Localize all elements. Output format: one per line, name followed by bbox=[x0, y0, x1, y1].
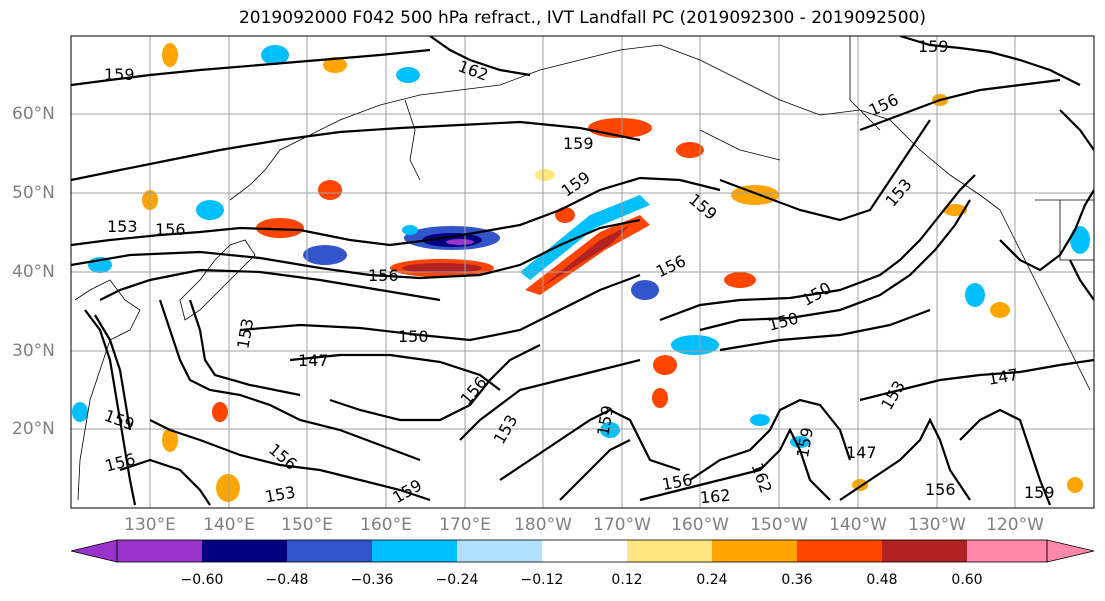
lon-label: 160°E bbox=[360, 515, 412, 535]
lon-label: 170°E bbox=[439, 515, 491, 535]
contour-label: 156 bbox=[155, 220, 186, 239]
colorbar-segment bbox=[882, 540, 967, 562]
colorbar-tick-label: −0.48 bbox=[265, 572, 309, 588]
lon-label: 120°W bbox=[986, 515, 1044, 535]
contour-label: 159 bbox=[1024, 483, 1055, 502]
lat-label: 30°N bbox=[12, 341, 55, 361]
map-title: 2019092000 F042 500 hPa refract., IVT La… bbox=[238, 8, 926, 28]
lon-label: 130°W bbox=[908, 515, 966, 535]
colorbar-tick-label: 0.12 bbox=[611, 572, 643, 588]
colorbar-segment bbox=[627, 540, 712, 562]
lat-label: 20°N bbox=[12, 419, 55, 439]
contour-label: 153 bbox=[107, 217, 138, 236]
colorbar-segment bbox=[542, 540, 627, 562]
lat-label: 60°N bbox=[12, 104, 55, 124]
colorbar-tick-label: 0.60 bbox=[951, 572, 983, 588]
colorbar-segment bbox=[797, 540, 882, 562]
contour-label: 159 bbox=[918, 37, 949, 56]
colorbar-extend-max bbox=[1046, 539, 1095, 563]
graticule bbox=[71, 36, 1094, 508]
contour-label: 156 bbox=[368, 266, 399, 285]
colorbar-tick-label: −0.60 bbox=[180, 572, 224, 588]
contour-label: 150 bbox=[398, 327, 429, 346]
contour-label: 147 bbox=[846, 443, 877, 462]
colorbar-segment bbox=[372, 540, 457, 562]
map-frame bbox=[70, 35, 1095, 509]
lat-label: 40°N bbox=[12, 262, 55, 282]
colorbar-segment bbox=[202, 540, 287, 562]
colorbar-segment bbox=[117, 540, 202, 562]
colorbar-tick-label: −0.24 bbox=[435, 572, 479, 588]
contour-label: 156 bbox=[925, 480, 956, 499]
colorbar-tick-label: 0.36 bbox=[781, 572, 813, 588]
colorbar-segment bbox=[287, 540, 372, 562]
colorbar-tick-label: 0.48 bbox=[866, 572, 898, 588]
height-contours bbox=[71, 36, 1094, 506]
colorbar-tick-label: −0.36 bbox=[350, 572, 394, 588]
contour-label: 147 bbox=[298, 351, 329, 370]
colorbar-segment bbox=[457, 540, 542, 562]
lon-label: 150°E bbox=[281, 515, 333, 535]
contour-label: 159 bbox=[563, 134, 594, 153]
lat-label: 50°N bbox=[12, 183, 55, 203]
lon-label: 140°W bbox=[829, 515, 887, 535]
colorbar bbox=[70, 539, 1095, 563]
colorbar-extend-min bbox=[70, 539, 118, 563]
contour-label: 159 bbox=[104, 65, 135, 84]
lon-label: 170°W bbox=[593, 515, 651, 535]
colorbar-segment bbox=[967, 540, 1047, 562]
colorbar-tick-label: −0.12 bbox=[520, 572, 564, 588]
lon-label: 160°W bbox=[671, 515, 729, 535]
colorbar-tick-label: 0.24 bbox=[696, 572, 728, 588]
lon-label: 150°W bbox=[750, 515, 808, 535]
contour-label: 162 bbox=[699, 486, 731, 508]
lon-label: 140°E bbox=[203, 515, 255, 535]
lon-label: 130°E bbox=[124, 515, 176, 535]
colorbar-segment bbox=[712, 540, 797, 562]
coastlines bbox=[74, 36, 1094, 501]
lon-label: 180°W bbox=[514, 515, 572, 535]
